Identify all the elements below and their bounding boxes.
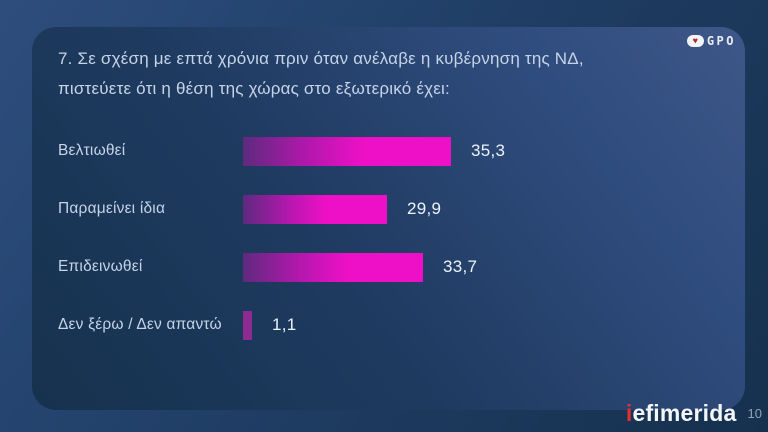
bar-row: Επιδεινωθεί 33,7 bbox=[58, 238, 725, 296]
bar-value: 35,3 bbox=[471, 141, 506, 160]
bar-chart: Βελτιωθεί 35,3 Παραμείνει ίδια 29,9 Επιδ… bbox=[58, 122, 725, 354]
bar-value: 1,1 bbox=[272, 315, 297, 334]
page-number: 10 bbox=[747, 406, 762, 421]
bar-fill bbox=[243, 310, 252, 340]
bar-label: Δεν ξέρω / Δεν απαντώ bbox=[58, 316, 222, 333]
bar-fill bbox=[243, 136, 451, 166]
bar-label: Βελτιωθεί bbox=[58, 142, 126, 159]
bar-label: Επιδεινωθεί bbox=[58, 258, 143, 275]
bar-row: Παραμείνει ίδια 29,9 bbox=[58, 180, 725, 238]
bar-value: 33,7 bbox=[443, 257, 478, 276]
bar-row: Βελτιωθεί 35,3 bbox=[58, 122, 725, 180]
bar-row: Δεν ξέρω / Δεν απαντώ 1,1 bbox=[58, 296, 725, 354]
bar-fill bbox=[243, 194, 387, 224]
footer: iefimerida 10 bbox=[626, 400, 762, 427]
gpo-heart-icon: ♥ bbox=[692, 35, 698, 45]
bar-value: 29,9 bbox=[407, 199, 442, 218]
question-title-line1: 7. Σε σχέση με επτά χρόνια πριν όταν ανέ… bbox=[58, 49, 584, 68]
gpo-oval-icon: ♥ bbox=[686, 35, 704, 47]
question-card: ♥ GPO 7. Σε σχέση με επτά χρόνια πριν ότ… bbox=[32, 27, 745, 410]
question-title-line2: πιστεύετε ότι η θέση της χώρας στο εξωτε… bbox=[58, 79, 450, 98]
iefimerida-logo-i: i bbox=[625, 400, 633, 426]
iefimerida-logo-rest: efimerida bbox=[632, 400, 737, 426]
gpo-logo-text: GPO bbox=[706, 34, 736, 48]
question-title: 7. Σε σχέση με επτά χρόνια πριν όταν ανέ… bbox=[58, 44, 698, 104]
bar-fill bbox=[243, 252, 423, 282]
bar-label: Παραμείνει ίδια bbox=[58, 200, 166, 217]
gpo-logo: ♥ GPO bbox=[686, 34, 736, 48]
iefimerida-logo: iefimerida bbox=[626, 400, 737, 427]
